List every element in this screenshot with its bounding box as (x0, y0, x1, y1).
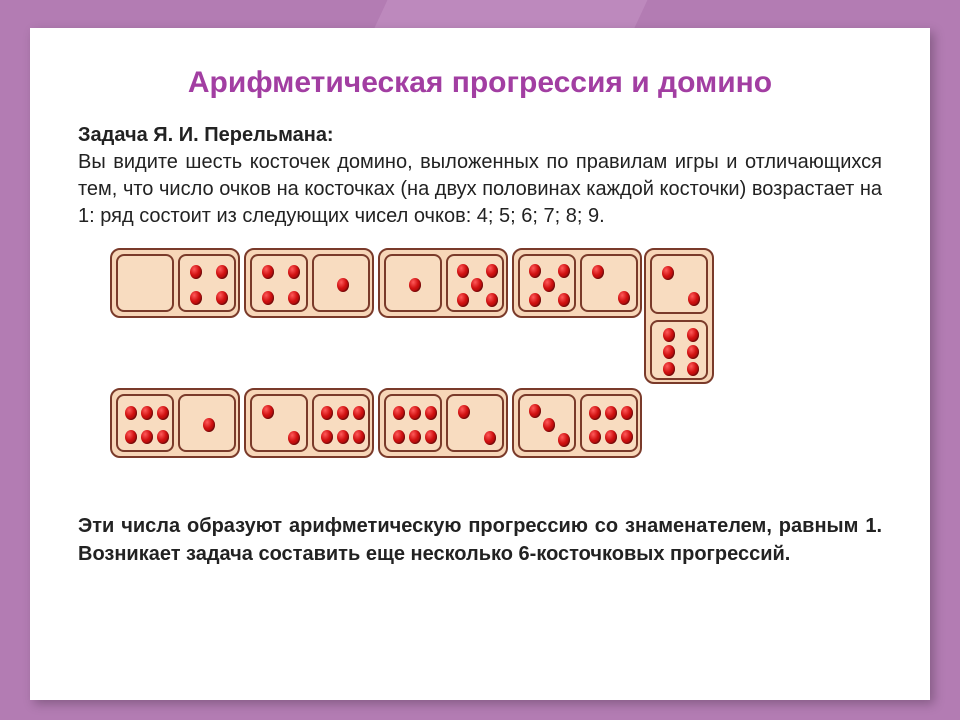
domino-pip (337, 406, 349, 420)
domino-pip (663, 345, 675, 359)
domino-tile (244, 388, 374, 458)
domino-tile (110, 388, 240, 458)
domino-pip (529, 264, 541, 278)
domino-half (650, 320, 708, 380)
intro-lead: Задача Я. И. Перельмана: (78, 124, 334, 146)
domino-tile (378, 388, 508, 458)
domino-half (384, 254, 442, 312)
domino-pip (486, 293, 498, 307)
domino-pip (558, 293, 570, 307)
domino-half (650, 254, 708, 314)
domino-pip (125, 406, 137, 420)
domino-pip (484, 431, 496, 445)
domino-half (446, 394, 504, 452)
domino-pip (409, 430, 421, 444)
domino-half (178, 394, 236, 452)
domino-pip (337, 430, 349, 444)
domino-half (580, 394, 638, 452)
domino-pip (409, 278, 421, 292)
domino-pip (393, 406, 405, 420)
domino-pip (471, 278, 483, 292)
domino-pip (589, 430, 601, 444)
domino-tile (378, 248, 508, 318)
domino-pip (486, 264, 498, 278)
domino-pip (288, 431, 300, 445)
domino-pip (393, 430, 405, 444)
domino-pip (687, 328, 699, 342)
domino-pip (141, 406, 153, 420)
domino-tile (512, 248, 642, 318)
domino-pip (321, 430, 333, 444)
domino-pip (409, 406, 421, 420)
domino-tile (512, 388, 642, 458)
domino-pip (288, 265, 300, 279)
domino-pip (592, 265, 604, 279)
domino-pip (125, 430, 137, 444)
domino-pip (662, 266, 674, 280)
domino-pip (157, 406, 169, 420)
domino-half (384, 394, 442, 452)
slide-card: Арифметическая прогрессия и домино Задач… (30, 28, 930, 700)
domino-pip (288, 291, 300, 305)
domino-pip (687, 345, 699, 359)
domino-pip (558, 433, 570, 447)
domino-pip (216, 291, 228, 305)
domino-pip (337, 278, 349, 292)
intro-body: Вы видите шесть косточек домино, выложен… (78, 151, 882, 227)
domino-pip (663, 362, 675, 376)
intro-paragraph: Задача Я. И. Перельмана: Вы видите шесть… (78, 122, 882, 230)
domino-half (518, 254, 576, 312)
domino-pip (457, 293, 469, 307)
page-title: Арифметическая прогрессия и домино (78, 66, 882, 100)
domino-pip (543, 418, 555, 432)
domino-half (518, 394, 576, 452)
domino-pip (190, 265, 202, 279)
domino-pip (687, 362, 699, 376)
domino-half (250, 254, 308, 312)
domino-pip (589, 406, 601, 420)
domino-half (116, 254, 174, 312)
domino-half (312, 394, 370, 452)
domino-pip (558, 264, 570, 278)
domino-pip (621, 430, 633, 444)
domino-pip (663, 328, 675, 342)
domino-pip (543, 278, 555, 292)
conclusion-paragraph: Эти числа образуют арифметическую прогре… (78, 512, 882, 568)
domino-half (446, 254, 504, 312)
domino-half (116, 394, 174, 452)
domino-pip (458, 405, 470, 419)
domino-pip (321, 406, 333, 420)
domino-pip (262, 291, 274, 305)
domino-half (250, 394, 308, 452)
domino-pip (605, 406, 617, 420)
domino-pip (262, 405, 274, 419)
domino-half (178, 254, 236, 312)
domino-pip (688, 292, 700, 306)
domino-tile (110, 248, 240, 318)
domino-pip (618, 291, 630, 305)
domino-pip (605, 430, 617, 444)
domino-half (312, 254, 370, 312)
domino-pip (425, 406, 437, 420)
domino-pip (529, 293, 541, 307)
domino-pip (203, 418, 215, 432)
domino-tile (244, 248, 374, 318)
domino-pip (262, 265, 274, 279)
domino-pip (353, 406, 365, 420)
domino-diagram (100, 248, 860, 488)
domino-pip (457, 264, 469, 278)
domino-pip (157, 430, 169, 444)
domino-pip (190, 291, 202, 305)
domino-pip (425, 430, 437, 444)
domino-half (580, 254, 638, 312)
domino-pip (141, 430, 153, 444)
domino-pip (529, 404, 541, 418)
domino-pip (216, 265, 228, 279)
domino-pip (621, 406, 633, 420)
domino-pip (353, 430, 365, 444)
domino-tile (644, 248, 714, 384)
